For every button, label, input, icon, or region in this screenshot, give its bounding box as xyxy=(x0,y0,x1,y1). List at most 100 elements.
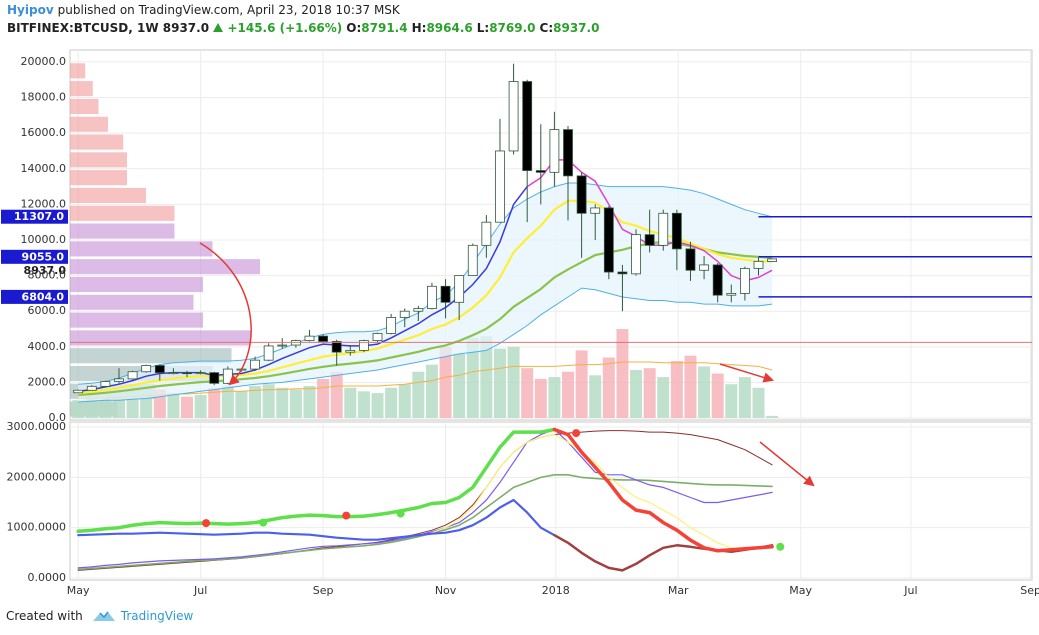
profile-bar xyxy=(70,241,213,257)
volume-bar xyxy=(766,415,779,419)
candle-body xyxy=(209,372,220,384)
candle-body xyxy=(127,371,138,380)
candle-body xyxy=(386,317,397,334)
profile-bar xyxy=(70,134,124,150)
ohlc-value: 8769.0 xyxy=(489,21,536,35)
candle-body xyxy=(304,335,315,341)
brand[interactable]: TradingView xyxy=(120,609,194,623)
volume-bar xyxy=(425,364,438,419)
volume-bar xyxy=(507,346,520,419)
volume-bar xyxy=(289,389,302,419)
candle-body xyxy=(726,293,737,296)
volume-bar xyxy=(602,357,615,419)
candle-body xyxy=(535,170,546,173)
profile-bar xyxy=(70,81,93,97)
y-tick-label: 3000.0000 xyxy=(7,420,67,433)
volume-bar xyxy=(235,391,248,419)
volume-bar xyxy=(276,387,289,419)
profile-bar xyxy=(70,63,86,79)
volume-bar xyxy=(575,350,588,419)
moving-average xyxy=(78,199,773,395)
volume-bar xyxy=(167,393,180,419)
volume-bar xyxy=(398,384,411,419)
candle-body xyxy=(331,341,342,353)
level-label-box xyxy=(1,289,68,304)
band-fill xyxy=(78,183,773,402)
x-tick-label: May xyxy=(789,584,812,597)
profile-bar xyxy=(70,348,232,364)
y-tick-label: 16000.0 xyxy=(21,126,67,139)
indicator-line xyxy=(77,430,773,571)
y-tick-label: 6000.0 xyxy=(28,304,67,317)
x-tick-label: Sep xyxy=(313,584,334,597)
candle-body xyxy=(222,368,233,384)
y-tick-label: 2000.0 xyxy=(28,375,67,388)
candle-body xyxy=(277,344,288,347)
candle-body xyxy=(427,285,437,309)
candle-body xyxy=(753,260,764,269)
x-tick-label: Jul xyxy=(193,584,207,597)
y-tick-label: 20000.0 xyxy=(21,55,67,68)
candle-body xyxy=(195,372,206,375)
candle-body xyxy=(644,234,655,246)
volume-bar xyxy=(412,371,425,419)
level-label-box xyxy=(1,209,68,224)
volume-bar xyxy=(711,373,724,419)
candle-body xyxy=(141,365,152,373)
candle-body xyxy=(685,248,696,271)
profile-bar xyxy=(70,116,108,132)
y-tick-label: 14000.0 xyxy=(21,162,67,175)
volume-bar xyxy=(453,353,466,419)
profile-bar xyxy=(70,170,127,186)
profile-bar xyxy=(70,223,175,239)
candle-body xyxy=(549,129,560,173)
candle-body xyxy=(318,335,328,342)
volume-bar xyxy=(684,355,697,419)
volume-bar xyxy=(249,385,262,419)
published: published on TradingView.com, April 23, … xyxy=(57,3,400,17)
volume-bar xyxy=(344,387,357,419)
volume-bar xyxy=(357,391,370,419)
main-panel xyxy=(70,63,779,419)
signal-dot xyxy=(776,542,785,551)
y-tick-label: 0.0 xyxy=(49,411,67,424)
author[interactable]: Hyipov xyxy=(7,3,54,17)
candle-body xyxy=(495,150,505,223)
candle-body xyxy=(522,81,533,171)
candle-body xyxy=(73,389,84,394)
volume-bar xyxy=(657,377,670,419)
indicator-line xyxy=(553,533,774,572)
profile-bar xyxy=(70,259,260,275)
signal-dot xyxy=(396,509,405,518)
band-upper xyxy=(78,182,773,385)
y-tick-label: 8000.0 xyxy=(28,269,67,282)
candle-body xyxy=(481,221,492,246)
level-label: 6804.0 xyxy=(22,290,65,303)
symbol: BITFINEX:BTCUSD, 1W xyxy=(7,21,159,35)
candle-body xyxy=(739,268,750,294)
candle-body xyxy=(454,275,465,303)
indicator-line xyxy=(76,427,557,533)
volume-bar xyxy=(548,377,561,419)
candle-body xyxy=(617,271,628,275)
symbol-line: BITFINEX:BTCUSD, 1W 8937.0 +145.6 (+1.66… xyxy=(7,21,599,35)
candle-body xyxy=(712,264,723,296)
volume-bar xyxy=(725,384,738,419)
profile-bar xyxy=(70,152,127,168)
header-line: Hyipov published on TradingView.com, Apri… xyxy=(7,3,400,17)
volume-bar xyxy=(534,378,547,419)
candle-body xyxy=(603,207,614,273)
y-tick-label: 18000.0 xyxy=(21,91,67,104)
profile-bar xyxy=(70,187,146,204)
profile-bar xyxy=(70,330,251,346)
candle-body xyxy=(182,372,192,375)
y-tick-label: 4000.0 xyxy=(28,340,67,353)
candle-body xyxy=(154,365,165,374)
candle-body xyxy=(767,258,778,262)
indicator-line xyxy=(77,498,556,541)
logo[interactable] xyxy=(91,609,117,623)
volume-bar xyxy=(630,369,643,419)
candle-body xyxy=(359,340,369,351)
